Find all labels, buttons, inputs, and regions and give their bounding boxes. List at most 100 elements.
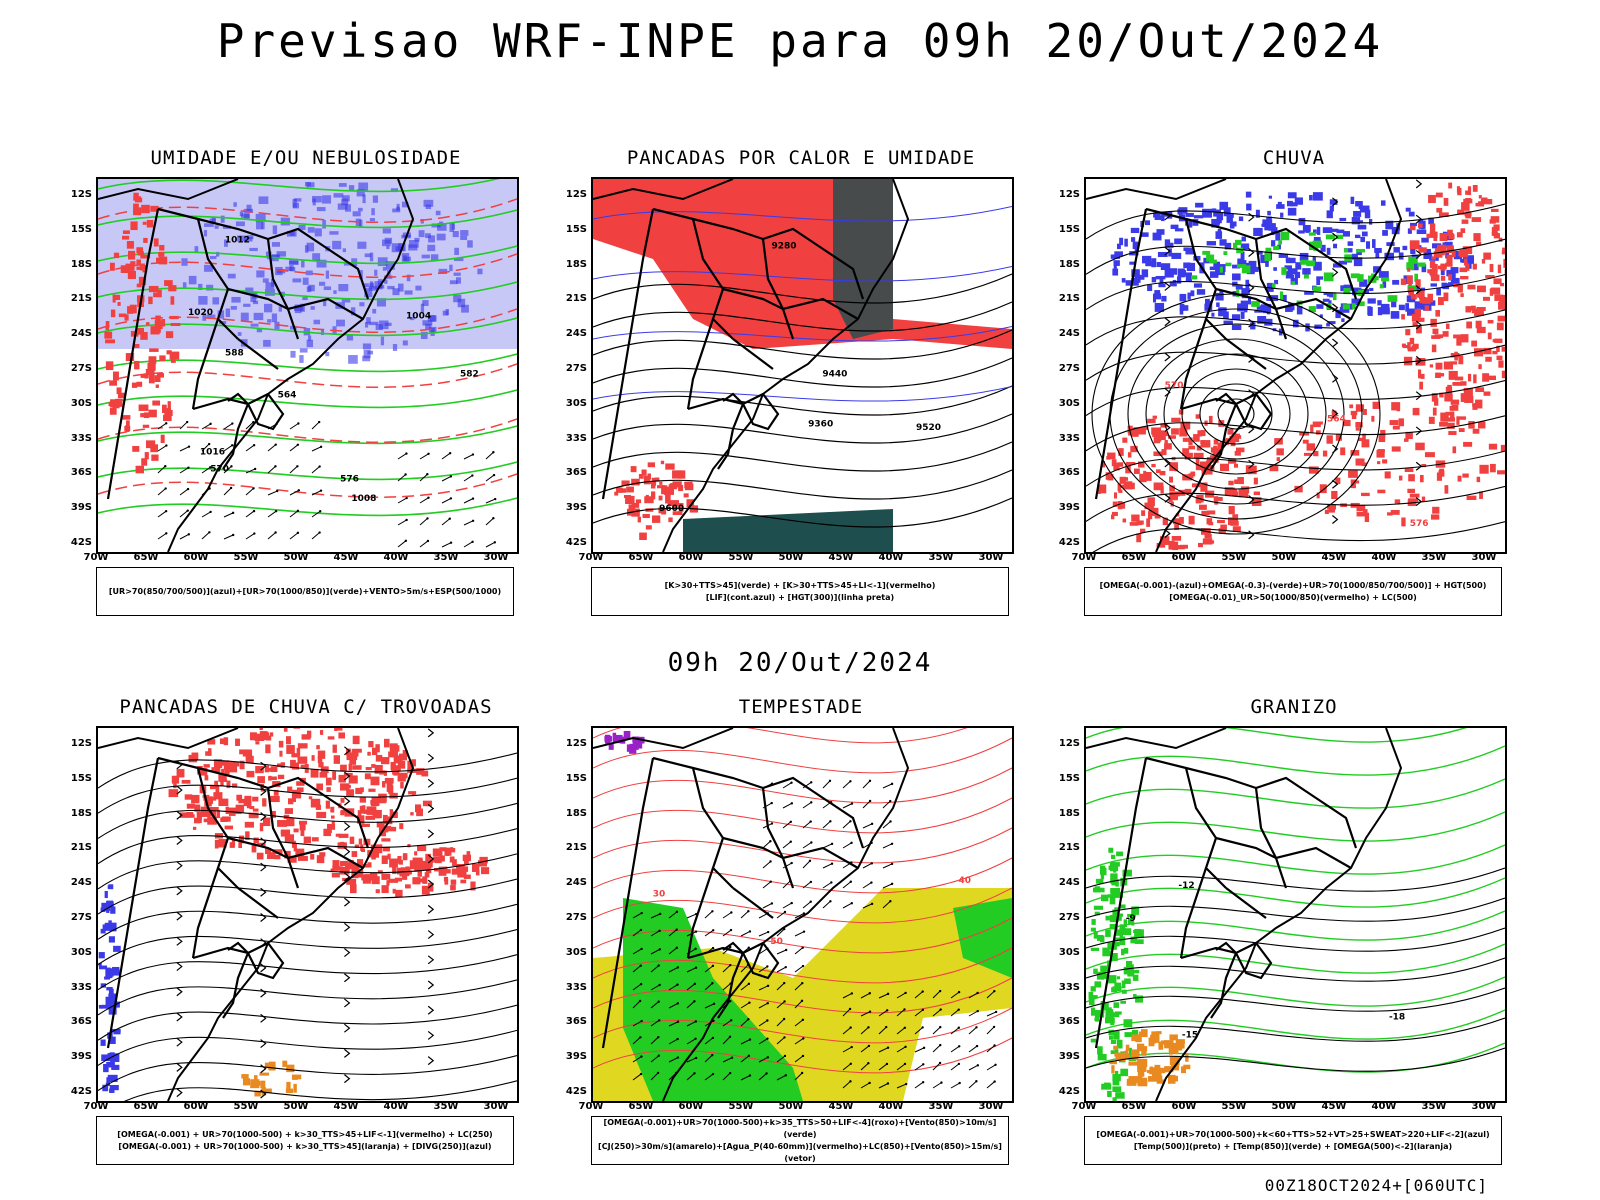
legend-line: [OMEGA(-0.01)_UR>50(1000/850)(vermelho) … — [1169, 592, 1417, 602]
country-border — [227, 392, 249, 405]
contour-label: 570 — [210, 464, 229, 474]
latitude-tick: 39S — [70, 502, 92, 514]
latitude-tick: 42S — [70, 537, 92, 548]
country-border — [687, 942, 764, 960]
country-border — [222, 403, 250, 470]
panel-title: PANCADAS POR CALOR E UMIDADE — [626, 147, 976, 169]
longitude-tick: 30W — [1471, 552, 1497, 563]
latitude-tick: 12S — [1058, 189, 1080, 200]
latitude-tick: 39S — [1058, 502, 1080, 514]
wind-850-vectors-north — [762, 779, 894, 909]
legend-line: [Temp(500)](preto) + [Temp(850)](verde) … — [1133, 1141, 1453, 1151]
longitude-tick: 70W — [1071, 552, 1097, 563]
contour-label: 9600 — [659, 504, 684, 514]
longitude-tick: 60W — [678, 552, 704, 563]
k-tts-orange-area — [241, 1060, 302, 1097]
latitude-tick: 15S — [565, 223, 587, 235]
contour-label: 564 — [278, 391, 297, 401]
latitude-tick: 36S — [1058, 1016, 1080, 1028]
coastline — [593, 179, 910, 552]
latitude-tick: 30S — [565, 946, 587, 958]
latitude-tick: 42S — [565, 1086, 587, 1097]
latitude-tick: 30S — [70, 397, 92, 409]
wind-speckle — [104, 192, 181, 474]
contour-label: 1016 — [200, 447, 225, 457]
country-border — [1180, 393, 1257, 411]
country-border — [687, 393, 764, 411]
latitude-tick: 18S — [70, 258, 92, 270]
longitude-tick: 35W — [433, 1101, 459, 1112]
longitude-tick: 45W — [828, 552, 854, 563]
legend-line: [CJ(250)>30m/s](amarelo)+[Agua_P(40-60mm… — [598, 1141, 1002, 1163]
panel-legend: [OMEGA(-0.001)+UR>70(1000-500)+k>35_TTS>… — [591, 1116, 1009, 1165]
latitude-tick: 27S — [565, 912, 587, 923]
latitude-tick: 30S — [70, 946, 92, 958]
country-border — [1225, 338, 1267, 370]
country-border — [237, 338, 279, 370]
contour-label: 30 — [653, 890, 666, 900]
latitude-tick: 36S — [565, 1016, 587, 1028]
country-border — [1179, 867, 1208, 959]
omega-ur-area-east — [1400, 182, 1505, 422]
latitude-tick: 27S — [565, 363, 587, 374]
country-border — [1094, 757, 1148, 1049]
latitude-tick: 12S — [70, 189, 92, 200]
latitude-tick: 12S — [565, 189, 587, 200]
country-border — [1254, 787, 1288, 889]
longitude-tick: 65W — [1121, 1101, 1147, 1112]
latitude-tick: 21S — [1058, 842, 1080, 854]
panel-title: UMIDADE E/OU NEBULOSIDADE — [150, 147, 462, 169]
longitude-tick: 65W — [1121, 552, 1147, 563]
latitude-tick: 18S — [565, 807, 587, 819]
panel-title: PANCADAS DE CHUVA C/ TROVOADAS — [119, 696, 493, 718]
latitude-tick: 33S — [70, 432, 92, 444]
divergence-area — [98, 884, 121, 1093]
map-svg: 9600 9520 9440 9360 9280 — [593, 179, 1012, 552]
longitude-tick: 30W — [978, 1101, 1004, 1112]
latitude-tick: 33S — [565, 432, 587, 444]
contour-label: 40 — [958, 876, 971, 886]
latitude-tick: 27S — [70, 912, 92, 923]
contour-label: 9360 — [808, 419, 833, 429]
forecast-map: 1008 1012 1016 1020 1004 576 582 588 564 570 — [96, 177, 519, 554]
latitude-tick: 15S — [70, 223, 92, 235]
country-border — [157, 207, 370, 300]
country-border — [1215, 392, 1237, 405]
contour-label: 1004 — [406, 311, 431, 321]
contour-label: 1008 — [351, 494, 376, 504]
latitude-tick: 21S — [70, 293, 92, 305]
longitude-tick: 40W — [878, 1101, 904, 1112]
longitude-tick: 55W — [728, 552, 754, 563]
omega-ur-area-scatter — [1269, 401, 1505, 527]
longitude-tick: 70W — [83, 1101, 109, 1112]
legend-line: [UR>70(850/700/500)](azul)+[UR>70(1000/8… — [108, 586, 502, 596]
map-svg: 40 50 30 — [593, 728, 1012, 1101]
longitude-tick: 35W — [1421, 1101, 1447, 1112]
latitude-tick: 33S — [70, 981, 92, 993]
wind-vectors-east — [397, 451, 497, 548]
forecast-map: 9600 9520 9440 9360 9280 — [591, 177, 1014, 554]
latitude-tick: 33S — [1058, 981, 1080, 993]
latitude-tick: 30S — [565, 397, 587, 409]
coastline — [1086, 728, 1403, 1101]
longitude-tick: 45W — [333, 1101, 359, 1112]
country-border — [1210, 403, 1238, 470]
latitude-tick: 36S — [70, 467, 92, 479]
country-border — [601, 208, 655, 500]
longitude-tick: 70W — [83, 552, 109, 563]
contour-label: 50 — [770, 937, 783, 947]
jet-gap — [903, 1008, 1012, 1101]
longitude-tick: 40W — [878, 552, 904, 563]
contour-label: 582 — [460, 370, 479, 380]
thunderstorm-area — [168, 728, 432, 864]
panel-legend: [OMEGA(-0.001)-(azul)+OMEGA(-0.3)-(verde… — [1084, 567, 1502, 616]
longitude-tick: 70W — [1071, 1101, 1097, 1112]
panel-legend: [UR>70(850/700/500)](azul)+[UR>70(1000/8… — [96, 567, 514, 616]
country-border — [722, 392, 744, 405]
k-tts-li-south — [614, 460, 699, 541]
latitude-tick: 21S — [1058, 293, 1080, 305]
country-border — [191, 867, 220, 959]
country-border — [1094, 208, 1148, 500]
country-border — [247, 393, 285, 431]
latitude-tick: 24S — [70, 877, 92, 889]
